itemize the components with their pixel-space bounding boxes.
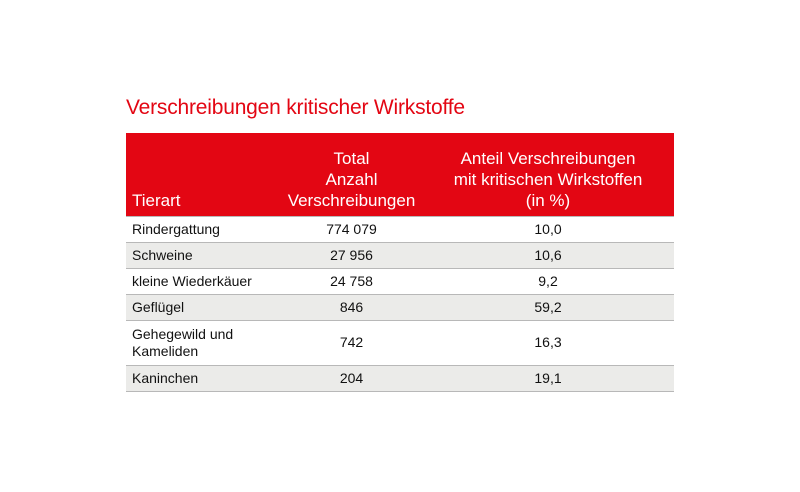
table-row: Schweine 27 956 10,6 <box>126 242 674 269</box>
header-tierart: Tierart <box>126 133 281 216</box>
header-total-line-3: Verschreibungen <box>287 190 416 210</box>
cell-anteil: 16,3 <box>422 320 674 366</box>
cell-total: 774 079 <box>281 215 422 243</box>
cell-tierart: Geflügel <box>126 294 281 321</box>
cell-anteil: 59,2 <box>422 294 674 321</box>
table-header-row: Tierart Total Anzahl Verschreibungen Ant… <box>126 133 674 216</box>
header-total-line-2: Anzahl <box>325 169 378 189</box>
prescriptions-table: Tierart Total Anzahl Verschreibungen Ant… <box>126 133 674 392</box>
cell-tierart: Schweine <box>126 242 281 269</box>
cell-anteil: 10,0 <box>422 215 674 243</box>
cell-total: 204 <box>281 365 422 392</box>
cell-tierart: kleine Wiederkäuer <box>126 268 281 295</box>
header-anteil-line-1: Anteil Verschreibungen <box>460 148 636 168</box>
cell-anteil: 10,6 <box>422 242 674 269</box>
cell-anteil: 19,1 <box>422 365 674 392</box>
cell-tierart: Kaninchen <box>126 365 281 392</box>
table-row: Kaninchen 204 19,1 <box>126 365 674 392</box>
cell-total: 742 <box>281 320 422 366</box>
header-total-line-1: Total <box>333 148 370 168</box>
table-row: Gehegewild und Kameliden 742 16,3 <box>126 320 674 366</box>
header-tierart-label: Tierart <box>132 190 181 210</box>
cell-tierart: Rindergattung <box>126 215 281 243</box>
header-anteil: Anteil Verschreibungen mit kritischen Wi… <box>422 133 674 216</box>
cell-total: 846 <box>281 294 422 321</box>
header-anteil-line-2: mit kritischen Wirkstoffen <box>453 169 643 189</box>
cell-tierart: Gehegewild und Kameliden <box>126 320 281 366</box>
header-total: Total Anzahl Verschreibungen <box>281 133 422 216</box>
page-title: Verschreibungen kritischer Wirkstoffe <box>126 96 465 119</box>
table-row: Rindergattung 774 079 10,0 <box>126 215 674 243</box>
table-row: kleine Wiederkäuer 24 758 9,2 <box>126 268 674 295</box>
cell-anteil: 9,2 <box>422 268 674 295</box>
header-anteil-line-3: (in %) <box>525 190 571 210</box>
table-row: Geflügel 846 59,2 <box>126 294 674 321</box>
cell-total: 24 758 <box>281 268 422 295</box>
cell-total: 27 956 <box>281 242 422 269</box>
